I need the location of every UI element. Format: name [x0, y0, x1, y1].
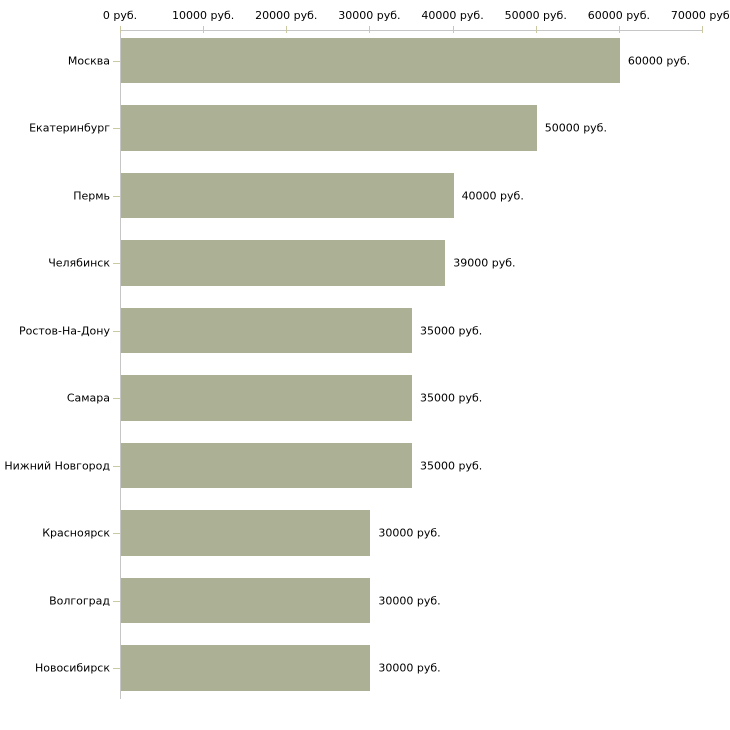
value-label: 50000 руб.	[544, 121, 607, 135]
value-label: 40000 руб.	[461, 189, 524, 202]
category-label: Красноярск	[42, 526, 110, 540]
category-tick-mark	[113, 263, 120, 264]
value-label: 35000 руб.	[420, 459, 483, 472]
x-tick-label: 30000 руб.	[338, 9, 401, 22]
category-label: Самара	[66, 391, 110, 405]
x-tick-label: 40000 руб.	[421, 9, 484, 22]
value-label: 30000 руб.	[378, 594, 441, 607]
category-label: Нижний Новгород	[4, 459, 110, 472]
bar	[121, 442, 412, 489]
category-tick-mark	[113, 465, 120, 467]
category-label: Волгоград	[49, 594, 110, 607]
value-label: 30000 руб.	[378, 661, 441, 675]
category-tick-mark	[113, 533, 120, 534]
bar	[121, 37, 620, 84]
category-label: Пермь	[73, 189, 110, 202]
category-tick-mark	[113, 128, 120, 129]
x-tick-label: 60000 руб.	[587, 9, 650, 22]
y-axis-line	[120, 30, 121, 699]
x-tick-label: 20000 руб.	[255, 9, 318, 22]
x-tick-mark	[120, 26, 121, 33]
category-tick-mark	[113, 600, 120, 602]
x-tick-mark	[203, 26, 205, 33]
x-tick-label: 0 руб.	[102, 9, 138, 22]
x-tick-label: 10000 руб.	[172, 9, 235, 22]
value-label: 39000 руб.	[453, 256, 516, 270]
x-tick-mark	[702, 26, 703, 33]
bar	[121, 375, 412, 421]
category-label: Челябинск	[48, 256, 110, 270]
x-tick-mark	[618, 26, 620, 33]
bar	[121, 645, 371, 691]
category-tick-mark	[113, 398, 120, 399]
category-tick-mark	[113, 195, 120, 197]
x-tick-mark	[452, 26, 454, 33]
category-label: Ростов-На-Дону	[18, 324, 110, 337]
value-label: 60000 руб.	[627, 54, 691, 67]
x-tick-mark	[369, 26, 371, 33]
bar	[121, 510, 371, 556]
category-label: Екатеринбург	[29, 121, 110, 135]
value-label: 35000 руб.	[420, 324, 483, 337]
x-tick-mark	[535, 26, 537, 33]
bar	[121, 172, 454, 219]
category-label: Москва	[67, 54, 110, 67]
category-label: Новосибирск	[34, 661, 110, 675]
x-axis-line	[120, 30, 702, 31]
bar	[121, 307, 412, 354]
x-tick-mark	[286, 26, 288, 33]
bar	[121, 577, 371, 624]
value-label: 30000 руб.	[378, 526, 441, 540]
bar	[121, 240, 446, 286]
category-tick-mark	[113, 330, 120, 332]
category-tick-mark	[113, 668, 120, 669]
category-tick-mark	[113, 60, 120, 62]
x-tick-label: 70000 руб.	[670, 9, 730, 22]
value-label: 35000 руб.	[420, 391, 483, 405]
bar	[121, 105, 537, 151]
x-tick-label: 50000 руб.	[504, 9, 567, 22]
